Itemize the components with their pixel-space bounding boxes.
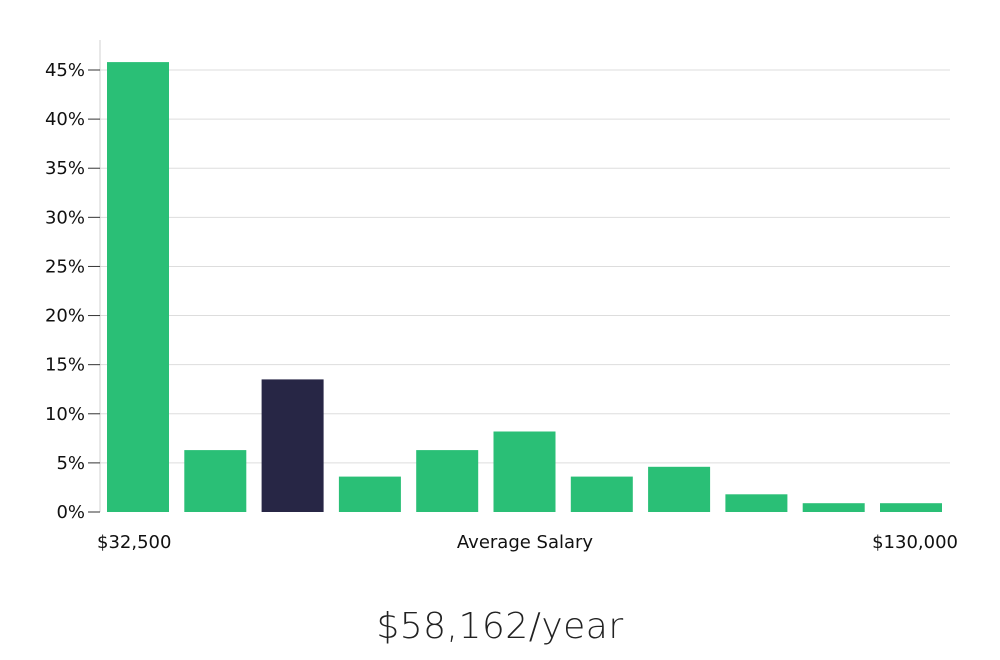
bar <box>725 494 788 512</box>
average-salary-value: $58,162/year <box>376 606 624 647</box>
y-axis-ticks: 0% 5% 10% 15% 20% 25% 30% 35% 40% 45% <box>45 60 100 523</box>
x-axis-label: Average Salary <box>457 532 594 553</box>
y-tick-label: 35% <box>45 158 85 179</box>
y-tick-label: 30% <box>45 207 85 228</box>
grid-lines <box>100 69 950 464</box>
bar <box>416 450 479 512</box>
highlighted-bar <box>261 379 324 512</box>
y-tick-label: 20% <box>45 306 85 327</box>
y-tick-label: 5% <box>56 453 85 474</box>
bar <box>184 450 247 512</box>
y-tick-label: 10% <box>45 404 85 425</box>
y-tick-label: 25% <box>45 256 85 277</box>
bar <box>570 476 633 512</box>
bar <box>802 503 865 512</box>
bar <box>338 476 401 512</box>
x-range-end-label: $130,000 <box>872 532 958 553</box>
bar <box>107 62 169 512</box>
x-range-start-label: $32,500 <box>97 532 171 553</box>
bar <box>880 503 942 512</box>
bars <box>107 62 942 512</box>
y-tick-label: 15% <box>45 355 85 376</box>
y-tick-label: 0% <box>56 502 85 523</box>
salary-histogram-chart: 0% 5% 10% 15% 20% 25% 30% 35% 40% 45% $32,500 Ave… <box>45 40 958 553</box>
y-tick-label: 45% <box>45 60 85 81</box>
bar <box>493 431 556 512</box>
y-tick-label: 40% <box>45 109 85 130</box>
bar <box>648 466 711 512</box>
